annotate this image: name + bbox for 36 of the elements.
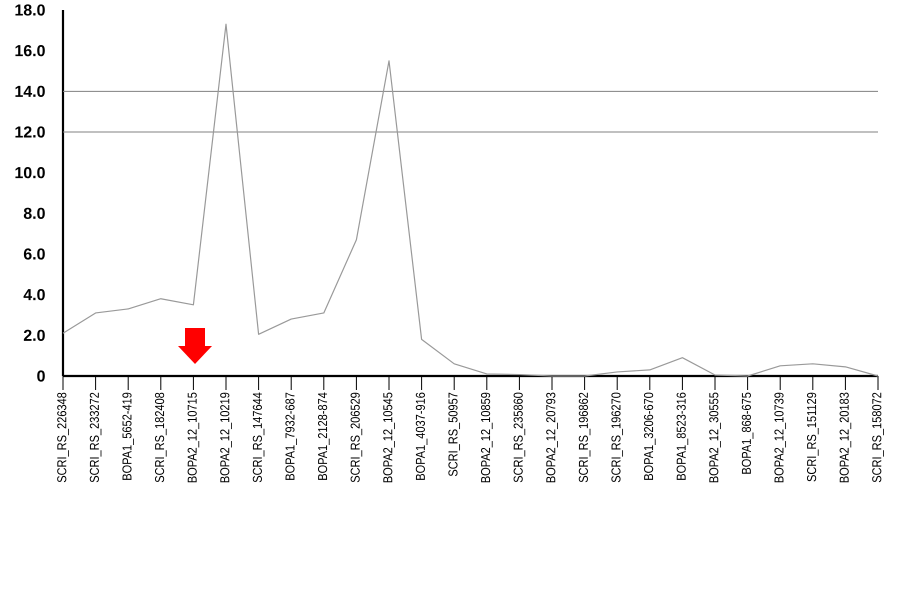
x-tick-label: BOPA2_12_10219 bbox=[220, 392, 232, 482]
y-tick-label: 4.0 bbox=[24, 289, 45, 300]
y-tick-label: 6.0 bbox=[24, 248, 45, 260]
x-tick-label: BOPA1_3206-670 bbox=[644, 392, 656, 480]
x-tick-label: BOPA2_12_10859 bbox=[480, 392, 493, 482]
y-tick-label: 12.0 bbox=[15, 126, 45, 138]
y-tick-label: 14.0 bbox=[15, 86, 45, 97]
x-tick-label: BOPA1_868-675 bbox=[742, 392, 754, 474]
x-tick-label: BOPA1_8523-316 bbox=[676, 392, 688, 480]
x-tick-label: SCRI_RS_158072 bbox=[872, 392, 884, 482]
x-tick-label: SCRI_RS_235860 bbox=[514, 392, 526, 482]
y-tick-label: 16.0 bbox=[15, 45, 45, 56]
x-tick-label: SCRI_RS_226348 bbox=[57, 392, 69, 482]
x-tick-label: SCRI_RS_233272 bbox=[90, 392, 102, 482]
x-tick-label: BOPA2_12_20183 bbox=[840, 392, 852, 482]
x-tick-label: SCRI_RS_196270 bbox=[611, 392, 624, 482]
x-tick-label: BOPA2_12_10545 bbox=[383, 392, 395, 482]
x-tick-label: BOPA2_12_20793 bbox=[546, 392, 558, 482]
y-tick-label: 10.0 bbox=[15, 167, 45, 178]
x-tick-label: SCRI_RS_151129 bbox=[806, 392, 819, 482]
x-tick-label: SCRI_RS_50957 bbox=[448, 392, 460, 476]
x-tick-label: BOPA1_4037-916 bbox=[416, 392, 428, 480]
x-tick-label: SCRI_RS_206529 bbox=[350, 392, 362, 482]
x-tick-label: BOPA1_2128-874 bbox=[318, 392, 330, 480]
x-tick-label: BOPA2_12_10739 bbox=[774, 392, 786, 482]
x-tick-label: BOPA2_12_30555 bbox=[709, 392, 721, 482]
y-tick-label: 2.0 bbox=[24, 330, 45, 341]
y-tick-label: 18.0 bbox=[15, 4, 45, 16]
x-tick-label: BOPA1_7932-687 bbox=[285, 392, 298, 480]
x-tick-label: BOPA2_12_10715 bbox=[188, 392, 200, 482]
y-tick-label: 0 bbox=[37, 370, 45, 382]
x-tick-label: SCRI_RS_182408 bbox=[154, 392, 167, 482]
x-tick-label: BOPA1_5652-419 bbox=[122, 392, 134, 480]
x-tick-label: SCRI_RS_196862 bbox=[578, 392, 590, 482]
x-tick-label: SCRI_RS_147644 bbox=[252, 392, 264, 482]
y-tick-label: 8.0 bbox=[24, 208, 45, 219]
